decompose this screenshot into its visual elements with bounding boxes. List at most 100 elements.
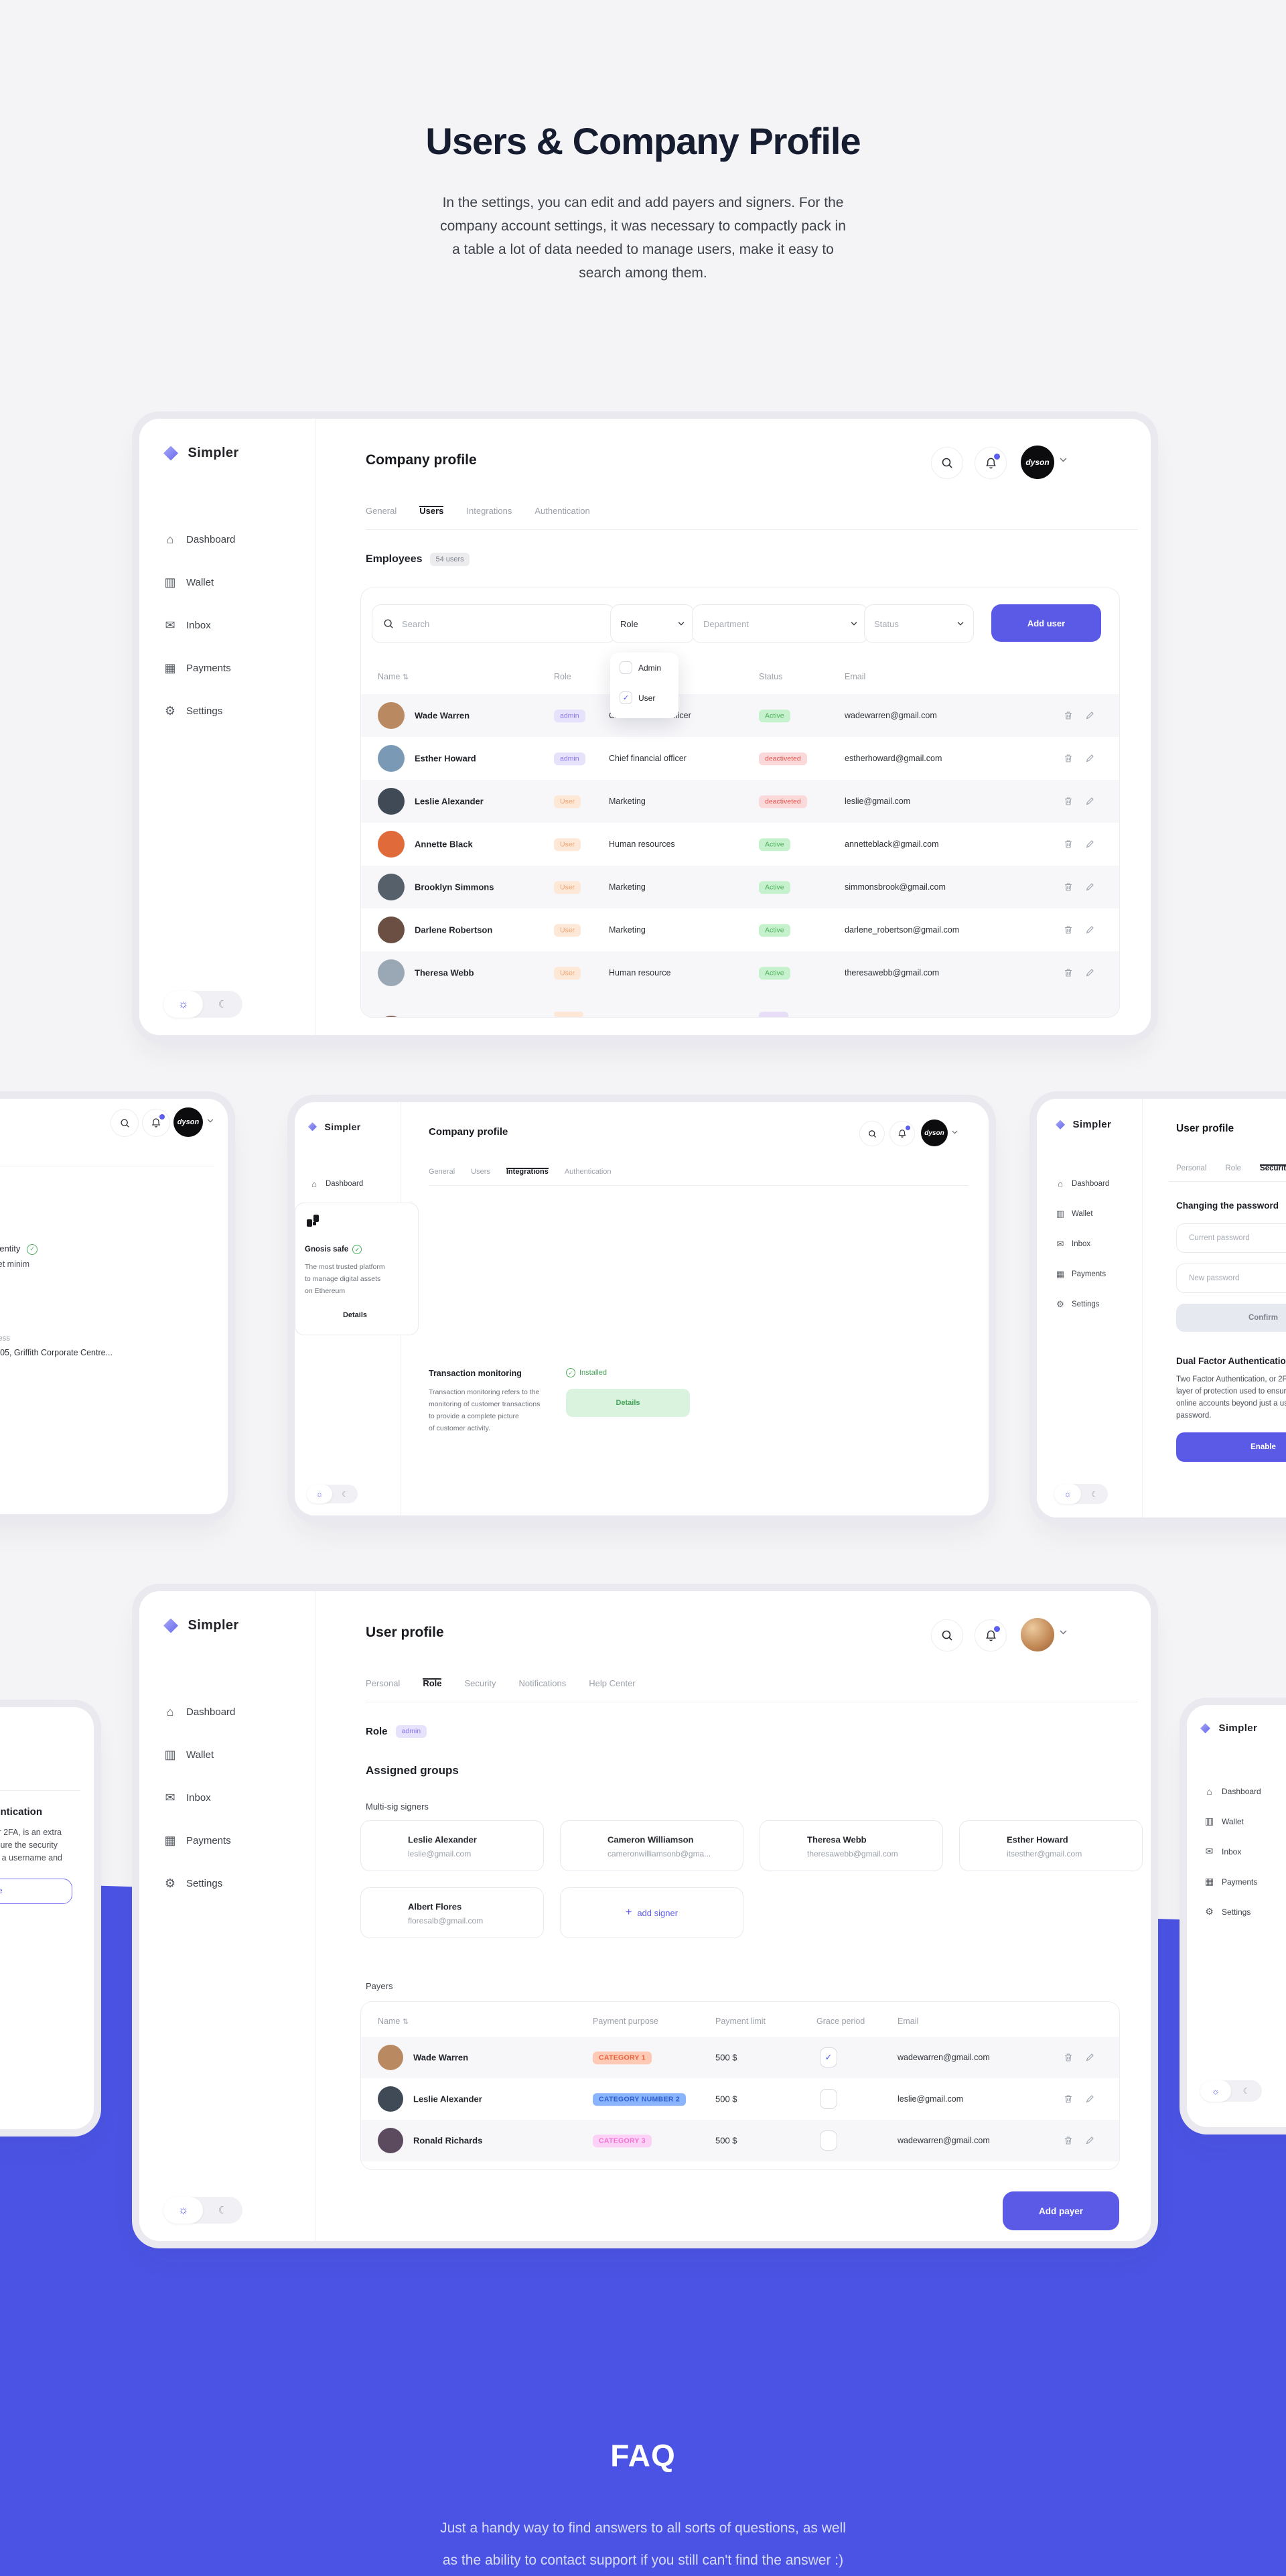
tab[interactable]: Help Center (589, 1678, 636, 1688)
employee-row[interactable]: Brooklyn Simmons User Marketing Active s… (361, 866, 1119, 908)
search-button[interactable] (111, 1109, 139, 1137)
signer-card[interactable]: Esther Howard itsesther@gmail.com (959, 1820, 1143, 1871)
edit-icon[interactable] (1084, 753, 1095, 764)
sidebar-item[interactable]: Payments (163, 647, 235, 689)
light-mode-icon[interactable]: ☼ (163, 991, 203, 1018)
status-filter[interactable]: Status (864, 604, 974, 643)
brand-logo[interactable]: Simpler (1056, 1119, 1111, 1131)
confirm-button[interactable]: Confirm (1176, 1304, 1286, 1332)
sidebar-item[interactable]: Inbox (163, 604, 235, 647)
notifications-button[interactable] (975, 447, 1007, 479)
delete-icon[interactable] (1063, 925, 1074, 935)
dark-mode-icon[interactable]: ☾ (1091, 1490, 1098, 1499)
chevron-down-icon[interactable] (952, 1130, 958, 1134)
new-password-input[interactable] (1188, 1274, 1286, 1283)
sidebar-item[interactable]: Inbox (1204, 1836, 1261, 1867)
theme-toggle[interactable]: ☼ ☾ (1200, 2080, 1262, 2102)
sidebar-item[interactable]: Wallet (163, 561, 235, 604)
notifications-button[interactable] (975, 1619, 1007, 1651)
delete-icon[interactable] (1063, 839, 1074, 850)
sidebar-item[interactable]: Dashboard (309, 1169, 363, 1199)
delete-icon[interactable] (1063, 796, 1074, 807)
search-button[interactable] (859, 1121, 885, 1146)
edit-icon[interactable] (1084, 2094, 1095, 2104)
notifications-button[interactable] (889, 1121, 915, 1146)
tab[interactable]: Role (1225, 1164, 1242, 1172)
search-button[interactable] (931, 1619, 963, 1651)
dark-mode-icon[interactable]: ☾ (1242, 2086, 1251, 2096)
sidebar-item[interactable]: Settings (1204, 1897, 1261, 1927)
integration-action-button[interactable]: Details (342, 1311, 368, 1319)
dark-mode-icon[interactable]: ☾ (218, 2205, 228, 2216)
delete-icon[interactable] (1063, 882, 1074, 892)
chevron-down-icon[interactable] (207, 1119, 214, 1123)
brand-logo[interactable]: Simpler (1200, 1722, 1257, 1735)
chevron-down-icon[interactable] (1060, 458, 1067, 462)
light-mode-icon[interactable]: ☼ (1200, 2080, 1231, 2102)
account-avatar[interactable]: dyson (173, 1107, 203, 1137)
tab[interactable]: Integrations (466, 506, 512, 516)
search-input[interactable] (401, 618, 604, 630)
account-avatar[interactable]: dyson (921, 1120, 948, 1146)
sidebar-item[interactable]: Inbox (163, 1776, 235, 1819)
theme-toggle[interactable]: ☼ ☾ (1054, 1484, 1108, 1504)
signer-card[interactable]: Albert Flores floresalb@gmail.com (360, 1887, 544, 1938)
sidebar-item[interactable]: Wallet (163, 1733, 235, 1776)
menu-checkbox[interactable]: ✓ (620, 661, 632, 674)
delete-icon[interactable] (1063, 2135, 1074, 2146)
sort-icon[interactable]: ⇅ (402, 2018, 409, 2026)
tab[interactable]: Users (419, 506, 444, 525)
signer-card[interactable]: Leslie Alexander leslie@gmail.com (360, 1820, 544, 1871)
brand-logo[interactable]: Simpler (163, 1618, 239, 1633)
light-mode-icon[interactable]: ☼ (163, 2197, 203, 2224)
sidebar-item[interactable]: Dashboard (163, 1690, 235, 1733)
search-field[interactable] (372, 604, 616, 643)
menu-checkbox[interactable]: ✓ (620, 691, 632, 704)
sidebar-item[interactable]: Dashboard (163, 518, 235, 561)
delete-icon[interactable] (1063, 2052, 1074, 2063)
sidebar-item[interactable]: Payments (163, 1819, 235, 1862)
add-user-button[interactable]: Add user (991, 604, 1101, 642)
sidebar-item[interactable]: Settings (163, 689, 235, 732)
tab[interactable]: Integrations (506, 1168, 549, 1183)
tab[interactable]: Authentication (534, 506, 590, 516)
sidebar-item[interactable]: Settings (1056, 1289, 1109, 1319)
delete-icon[interactable] (1063, 753, 1074, 764)
grace-period-checkbox[interactable]: ✓ (820, 2130, 837, 2151)
sidebar-item[interactable]: Wallet (1056, 1199, 1109, 1229)
edit-icon[interactable] (1084, 925, 1095, 935)
tab[interactable]: Users (471, 1168, 490, 1176)
enable-button[interactable]: Enable (1176, 1432, 1286, 1462)
edit-icon[interactable] (1084, 710, 1095, 721)
dark-mode-icon[interactable]: ☾ (342, 1490, 348, 1499)
signer-card[interactable]: Cameron Williamson cameronwilliamsonb@gm… (560, 1820, 743, 1871)
profile-avatar[interactable] (1021, 1618, 1054, 1651)
payer-row[interactable]: Leslie Alexander CATEGORY NUMBER 2 500 $… (361, 2078, 1119, 2120)
dark-mode-icon[interactable]: ☾ (218, 999, 228, 1010)
menu-item[interactable]: ✓ Admin (610, 653, 678, 683)
signer-card[interactable]: Theresa Webb theresawebb@gmail.com (760, 1820, 943, 1871)
employee-row[interactable]: Darlene Robertson User Marketing Active … (361, 908, 1119, 951)
brand-logo[interactable]: Simpler (163, 446, 239, 461)
monitoring-details-button[interactable]: Details (566, 1389, 690, 1417)
edit-icon[interactable] (1084, 796, 1095, 807)
employee-row[interactable]: Leslie Alexander User Marketing deactive… (361, 780, 1119, 823)
grace-period-checkbox[interactable]: ✓ (820, 2089, 837, 2109)
tab[interactable]: General (366, 506, 397, 516)
tab[interactable]: Personal (366, 1678, 401, 1688)
employee-row[interactable]: Wade Warren admin Chief executive office… (361, 694, 1119, 737)
edit-icon[interactable] (1084, 967, 1095, 978)
tab[interactable]: Personal (1176, 1164, 1207, 1172)
sidebar-item[interactable]: Dashboard (1204, 1776, 1261, 1806)
add-payer-button[interactable]: Add payer (1003, 2191, 1119, 2230)
edit-icon[interactable] (1084, 882, 1095, 892)
search-button[interactable] (931, 447, 963, 479)
light-mode-icon[interactable]: ☼ (307, 1485, 332, 1503)
account-avatar[interactable]: dyson (1021, 446, 1054, 479)
employee-row[interactable]: Annette Black User Human resources Activ… (361, 823, 1119, 866)
theme-toggle[interactable]: ☼ ☾ (163, 991, 242, 1018)
payer-row[interactable]: Ronald Richards CATEGORY 3 500 $ ✓ wadew… (361, 2120, 1119, 2161)
employee-row[interactable]: Esther Howard admin Chief financial offi… (361, 737, 1119, 780)
chevron-down-icon[interactable] (1060, 1630, 1067, 1635)
department-filter[interactable]: Department (692, 604, 869, 643)
